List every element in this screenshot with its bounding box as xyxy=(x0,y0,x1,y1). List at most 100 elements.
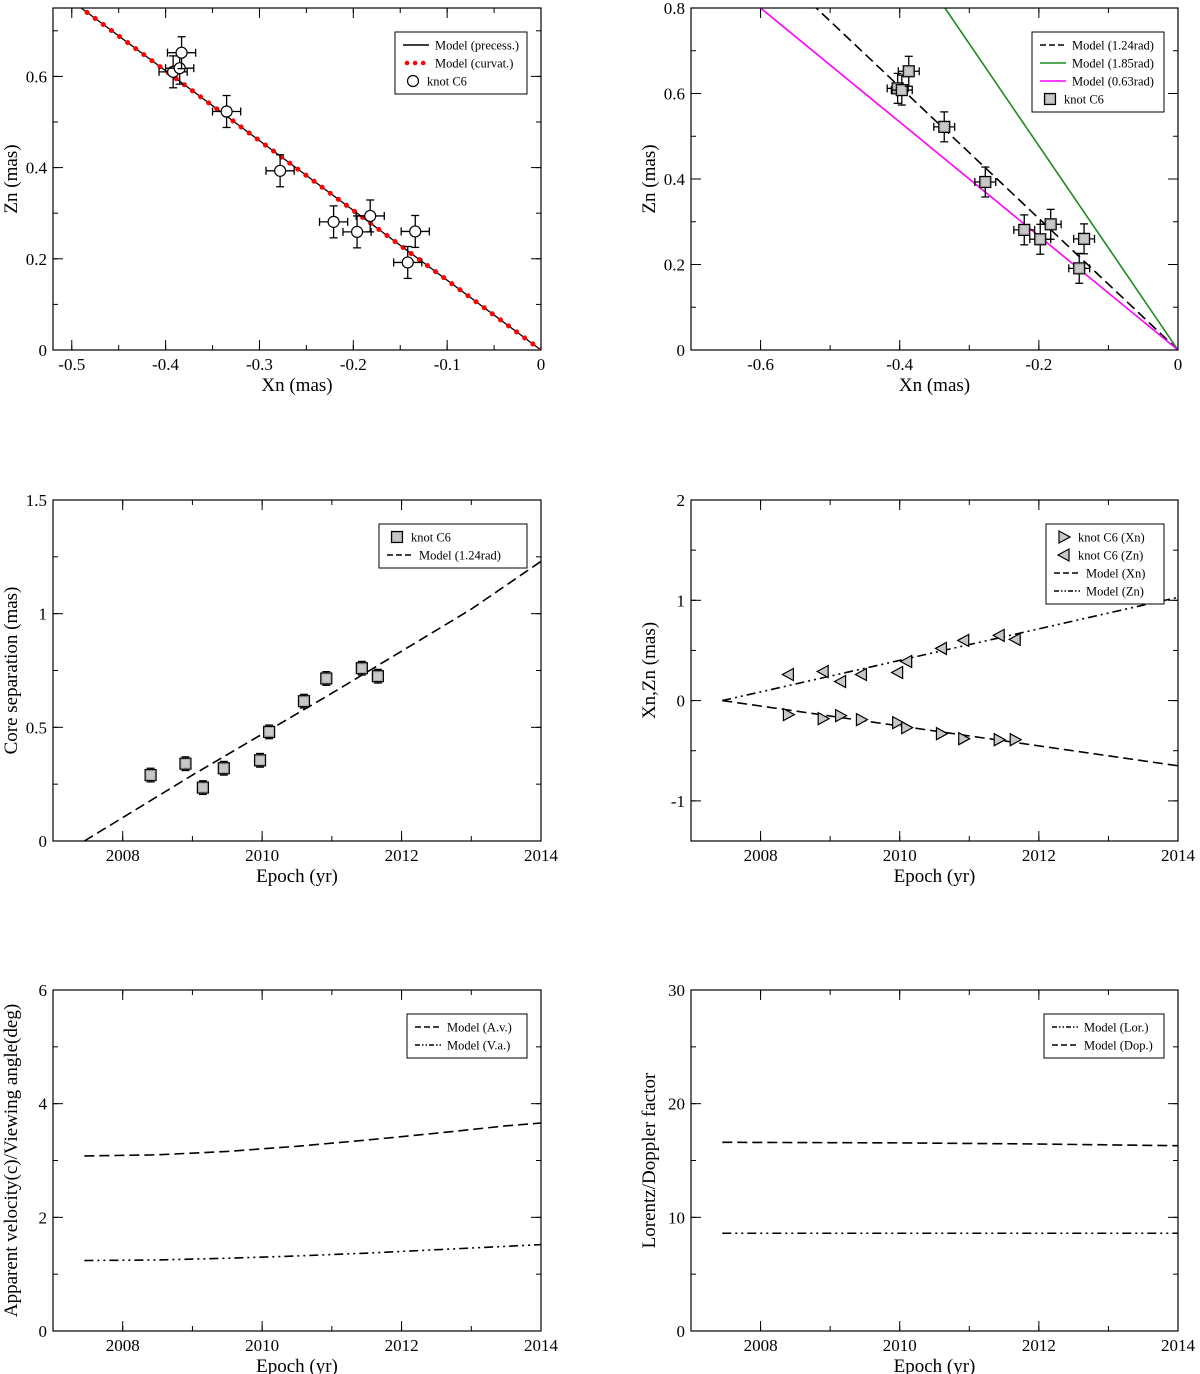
data-point-group xyxy=(935,726,949,741)
y-tick-label: 20 xyxy=(668,1095,685,1114)
x-tick-label: 2014 xyxy=(1161,1336,1196,1355)
y-axis-label: Zn (mas) xyxy=(639,144,660,213)
legend: Model (Lor.) Model (Dop.) xyxy=(1043,1013,1165,1059)
data-point xyxy=(350,225,364,238)
data-point-group xyxy=(782,707,796,722)
y-axis-label: Core separation (mas) xyxy=(1,587,22,755)
legend-label: Model (1.24rad) xyxy=(1072,39,1154,53)
data-point xyxy=(1043,92,1057,106)
data-point xyxy=(1007,632,1021,647)
data-point-group xyxy=(833,674,847,689)
data-point xyxy=(892,715,905,730)
legend-label: Model (1.85rad) xyxy=(1072,57,1154,71)
data-point xyxy=(890,665,904,680)
data-point-group xyxy=(196,780,209,796)
x-axis-label: Xn (mas) xyxy=(899,375,970,396)
x-tick-label: -0.2 xyxy=(1025,355,1052,374)
series-line xyxy=(80,8,541,350)
data-point xyxy=(297,695,311,708)
data-point-group xyxy=(371,668,384,684)
series-line xyxy=(84,1243,541,1262)
y-tick-label: 0.8 xyxy=(664,0,685,18)
x-tick-label: -0.4 xyxy=(152,355,179,374)
y-tick-label: 0 xyxy=(677,1322,686,1341)
y-tick-label: 0.5 xyxy=(26,718,47,737)
data-point xyxy=(327,215,340,228)
data-point-group xyxy=(1013,214,1036,246)
y-tick-label: 2 xyxy=(39,1208,48,1227)
legend-label: Model (A.v.) xyxy=(447,1021,512,1035)
data-point-group xyxy=(890,74,913,106)
data-point-group xyxy=(400,214,430,249)
data-point-group xyxy=(901,720,914,735)
legend-label: Model (0.63rad) xyxy=(1072,75,1154,89)
data-point-group xyxy=(355,199,385,233)
data-point-group xyxy=(817,711,831,726)
y-tick-label: 30 xyxy=(668,981,685,1000)
data-point-group xyxy=(1072,223,1096,255)
data-point-group xyxy=(393,245,423,280)
y-tick-label: 0.4 xyxy=(664,170,686,189)
data-point xyxy=(1018,223,1031,236)
legend-label: Model (Lor.) xyxy=(1084,1021,1149,1035)
data-point xyxy=(1009,732,1023,747)
data-point-group xyxy=(355,660,368,676)
data-point xyxy=(263,725,276,738)
data-point-group xyxy=(899,654,913,669)
data-point xyxy=(855,712,869,727)
data-point-group xyxy=(956,633,970,648)
data-point-group xyxy=(1007,632,1021,647)
data-point-group xyxy=(320,670,333,686)
x-tick-label: 2008 xyxy=(744,846,778,865)
data-point-group xyxy=(342,215,372,249)
data-point-group xyxy=(855,712,869,727)
x-tick-label: 2010 xyxy=(245,1336,279,1355)
legend: Model (A.v.) Model (V.a.) xyxy=(406,1013,528,1059)
data-point-group xyxy=(1068,252,1091,284)
y-tick-label: 0 xyxy=(39,832,48,851)
x-tick-label: -0.4 xyxy=(886,355,913,374)
data-point-group xyxy=(834,708,848,723)
chart-panel-a: -0.5 -0.4 -0.3 -0.2 -0.1 0 0 0.2 0.4 0.6 Xn (mas) Z… xyxy=(1,7,546,396)
x-tick-label: 0 xyxy=(1174,355,1183,374)
data-point xyxy=(355,662,368,675)
x-tick-label: 2014 xyxy=(524,1336,559,1355)
legend-swatch xyxy=(390,530,404,544)
series-line xyxy=(84,1122,541,1157)
data-point xyxy=(179,757,192,770)
data-point-group xyxy=(815,664,829,679)
legend-swatch xyxy=(1043,92,1057,106)
data-point-group xyxy=(993,732,1007,747)
data-point-group xyxy=(781,667,795,682)
x-tick-label: 2010 xyxy=(883,1336,917,1355)
data-point-group xyxy=(934,641,948,656)
data-point xyxy=(979,175,992,189)
y-tick-label: 1 xyxy=(677,591,686,610)
x-tick-label: 0 xyxy=(537,355,546,374)
legend-label: knot C6 xyxy=(1064,93,1104,107)
y-tick-label: 0.2 xyxy=(664,256,685,275)
y-tick-label: 0.2 xyxy=(26,250,47,269)
data-point-group xyxy=(933,111,956,143)
data-point xyxy=(371,670,384,683)
x-axis-label: Xn (mas) xyxy=(261,375,332,396)
plot-frame xyxy=(52,499,542,842)
x-tick-label: -0.1 xyxy=(434,355,461,374)
chart-panel-e: 2008 2010 2012 2014 0 2 4 6 Epoch (yr) Apparent v… xyxy=(1,981,559,1374)
data-point-group xyxy=(297,693,311,709)
x-tick-label: 2008 xyxy=(106,1336,140,1355)
data-point xyxy=(1044,218,1057,231)
x-tick-label: -0.5 xyxy=(58,355,85,374)
legend-label: Model (curvat.) xyxy=(435,57,513,71)
y-tick-label: 0.4 xyxy=(26,159,48,178)
data-point-group xyxy=(991,628,1005,643)
legend: knot C6 (Xn) knot C6 (Zn) Model (Xn) Model … xyxy=(1045,523,1165,605)
data-point xyxy=(1058,529,1072,545)
plot-frame xyxy=(690,989,1179,1332)
series-line xyxy=(722,1141,1178,1147)
x-tick-label: 2012 xyxy=(385,1336,419,1355)
y-tick-label: 0 xyxy=(39,341,48,360)
legend-label: Model (precess.) xyxy=(435,39,519,53)
legend-label: Model (Xn) xyxy=(1086,567,1145,581)
